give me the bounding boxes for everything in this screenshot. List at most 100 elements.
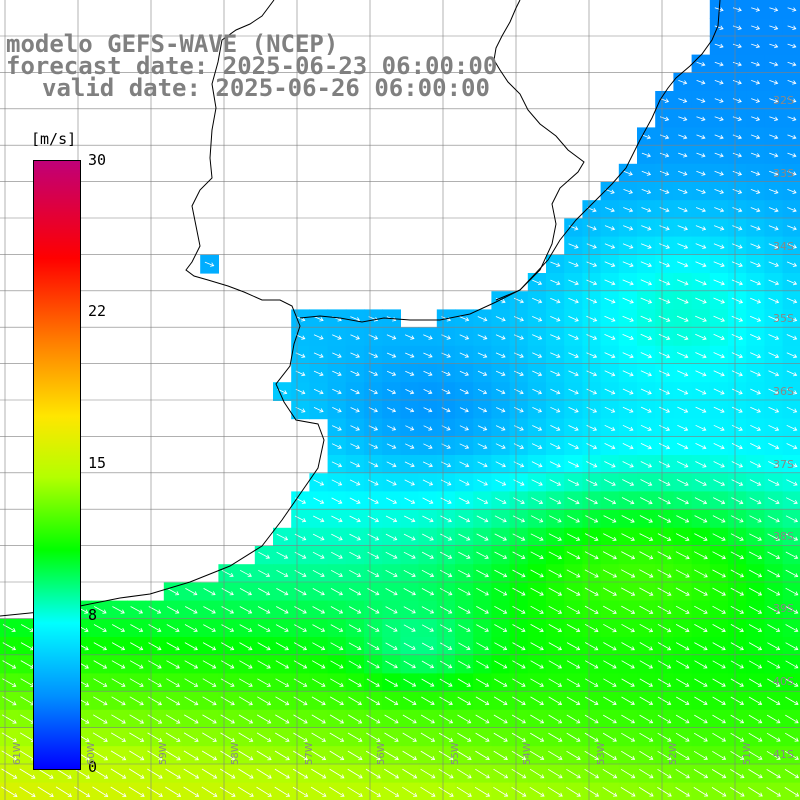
wind-arrow-head — [267, 774, 272, 779]
wind-arrow-head — [301, 371, 306, 377]
wind-arrow-head — [411, 518, 416, 523]
wind-arrow-head — [175, 701, 181, 706]
wind-arrow-head — [320, 554, 325, 559]
wind-arrow — [786, 443, 797, 449]
wind-arrow-head — [393, 572, 398, 578]
wind-arrow-head — [631, 774, 636, 779]
wind-arrow — [623, 189, 633, 194]
field-cell — [0, 782, 19, 800]
wind-arrow — [387, 389, 396, 394]
wind-arrow-head — [701, 171, 706, 176]
wind-arrow-head — [739, 646, 744, 651]
wind-arrow-head — [647, 317, 653, 322]
wind-arrow — [330, 569, 343, 577]
wind-arrow — [676, 333, 689, 340]
wind-arrow — [530, 714, 544, 724]
wind-arrow — [350, 370, 360, 376]
wind-arrow — [476, 515, 488, 522]
field-cell — [782, 400, 800, 420]
wind-arrow — [622, 479, 634, 486]
wind-arrow-head — [539, 719, 545, 724]
wind-arrow-head — [576, 591, 581, 596]
wind-arrow — [202, 642, 216, 650]
wind-arrow-head — [666, 281, 671, 286]
wind-arrow-head — [265, 572, 271, 577]
wind-arrow-head — [556, 390, 561, 395]
wind-arrow-head — [319, 335, 324, 340]
wind-arrow — [640, 261, 652, 267]
wind-arrow-head — [557, 609, 563, 614]
wind-arrow — [641, 225, 652, 230]
wind-arrow-head — [503, 609, 508, 614]
wind-arrow-head — [464, 353, 470, 358]
wind-arrow — [73, 786, 90, 797]
wind-arrow — [584, 533, 599, 541]
wind-arrow — [732, 170, 742, 175]
wind-arrow — [785, 642, 798, 650]
wind-arrow — [604, 370, 615, 376]
wind-arrow-head — [176, 737, 181, 742]
wind-arrow-head — [467, 756, 472, 760]
wind-arrow — [146, 786, 163, 797]
wind-arrow — [695, 352, 707, 358]
wind-arrow-head — [158, 737, 163, 742]
wind-arrow — [512, 642, 526, 650]
wind-arrow — [202, 732, 217, 742]
wind-arrow-head — [592, 390, 598, 395]
wind-arrow — [512, 624, 526, 632]
wind-arrow-head — [756, 445, 762, 450]
legend-colorbar — [33, 160, 81, 770]
wind-arrow-head — [774, 390, 780, 395]
wind-arrow — [421, 606, 434, 614]
field-cell — [782, 182, 800, 201]
wind-arrow — [220, 678, 235, 687]
wind-arrow — [696, 170, 706, 175]
wind-arrow — [730, 750, 744, 760]
wind-arrow-head — [684, 463, 689, 468]
wind-arrow-head — [757, 609, 763, 614]
wind-arrow-head — [664, 98, 670, 103]
wind-arrow — [658, 352, 670, 358]
wind-arrow-head — [175, 591, 180, 596]
wind-arrow-head — [539, 518, 544, 523]
wind-arrow — [438, 750, 454, 760]
wind-arrow — [750, 388, 761, 394]
wind-arrow-head — [594, 609, 599, 614]
wind-arrow — [712, 732, 726, 742]
wind-arrow — [330, 642, 343, 650]
wind-arrow-head — [485, 719, 490, 724]
wind-arrow-head — [757, 682, 763, 687]
wind-arrow — [748, 569, 762, 577]
wind-arrow — [787, 134, 797, 139]
wind-arrow-head — [411, 664, 416, 669]
field-cell — [782, 382, 800, 401]
wind-arrow — [548, 714, 562, 724]
wind-arrow — [714, 25, 724, 30]
wind-arrow — [585, 660, 598, 669]
wind-arrow-head — [266, 627, 271, 632]
wind-arrow-head — [449, 737, 454, 742]
wind-arrow — [403, 606, 416, 614]
wind-arrow-head — [501, 317, 506, 322]
wind-arrow — [749, 515, 762, 523]
wind-arrow — [256, 732, 272, 742]
wind-arrow-head — [593, 481, 598, 486]
wind-arrow-head — [394, 756, 399, 761]
wind-arrow — [732, 243, 743, 249]
wind-arrow — [147, 768, 163, 779]
wind-arrow — [147, 750, 163, 761]
wind-arrow-head — [430, 737, 436, 742]
wind-arrow-head — [193, 627, 198, 632]
wind-arrow — [202, 696, 217, 705]
wind-arrow — [567, 497, 580, 504]
wind-arrow-head — [739, 500, 744, 505]
wind-arrow-head — [592, 408, 598, 413]
wind-arrow — [732, 189, 742, 194]
wind-arrow-head — [666, 463, 671, 468]
wind-arrow-head — [194, 756, 199, 761]
wind-arrow — [256, 714, 271, 724]
wind-arrow — [313, 316, 324, 321]
wind-arrow — [621, 605, 635, 614]
wind-arrow — [566, 660, 580, 669]
wind-arrow-head — [755, 25, 761, 30]
